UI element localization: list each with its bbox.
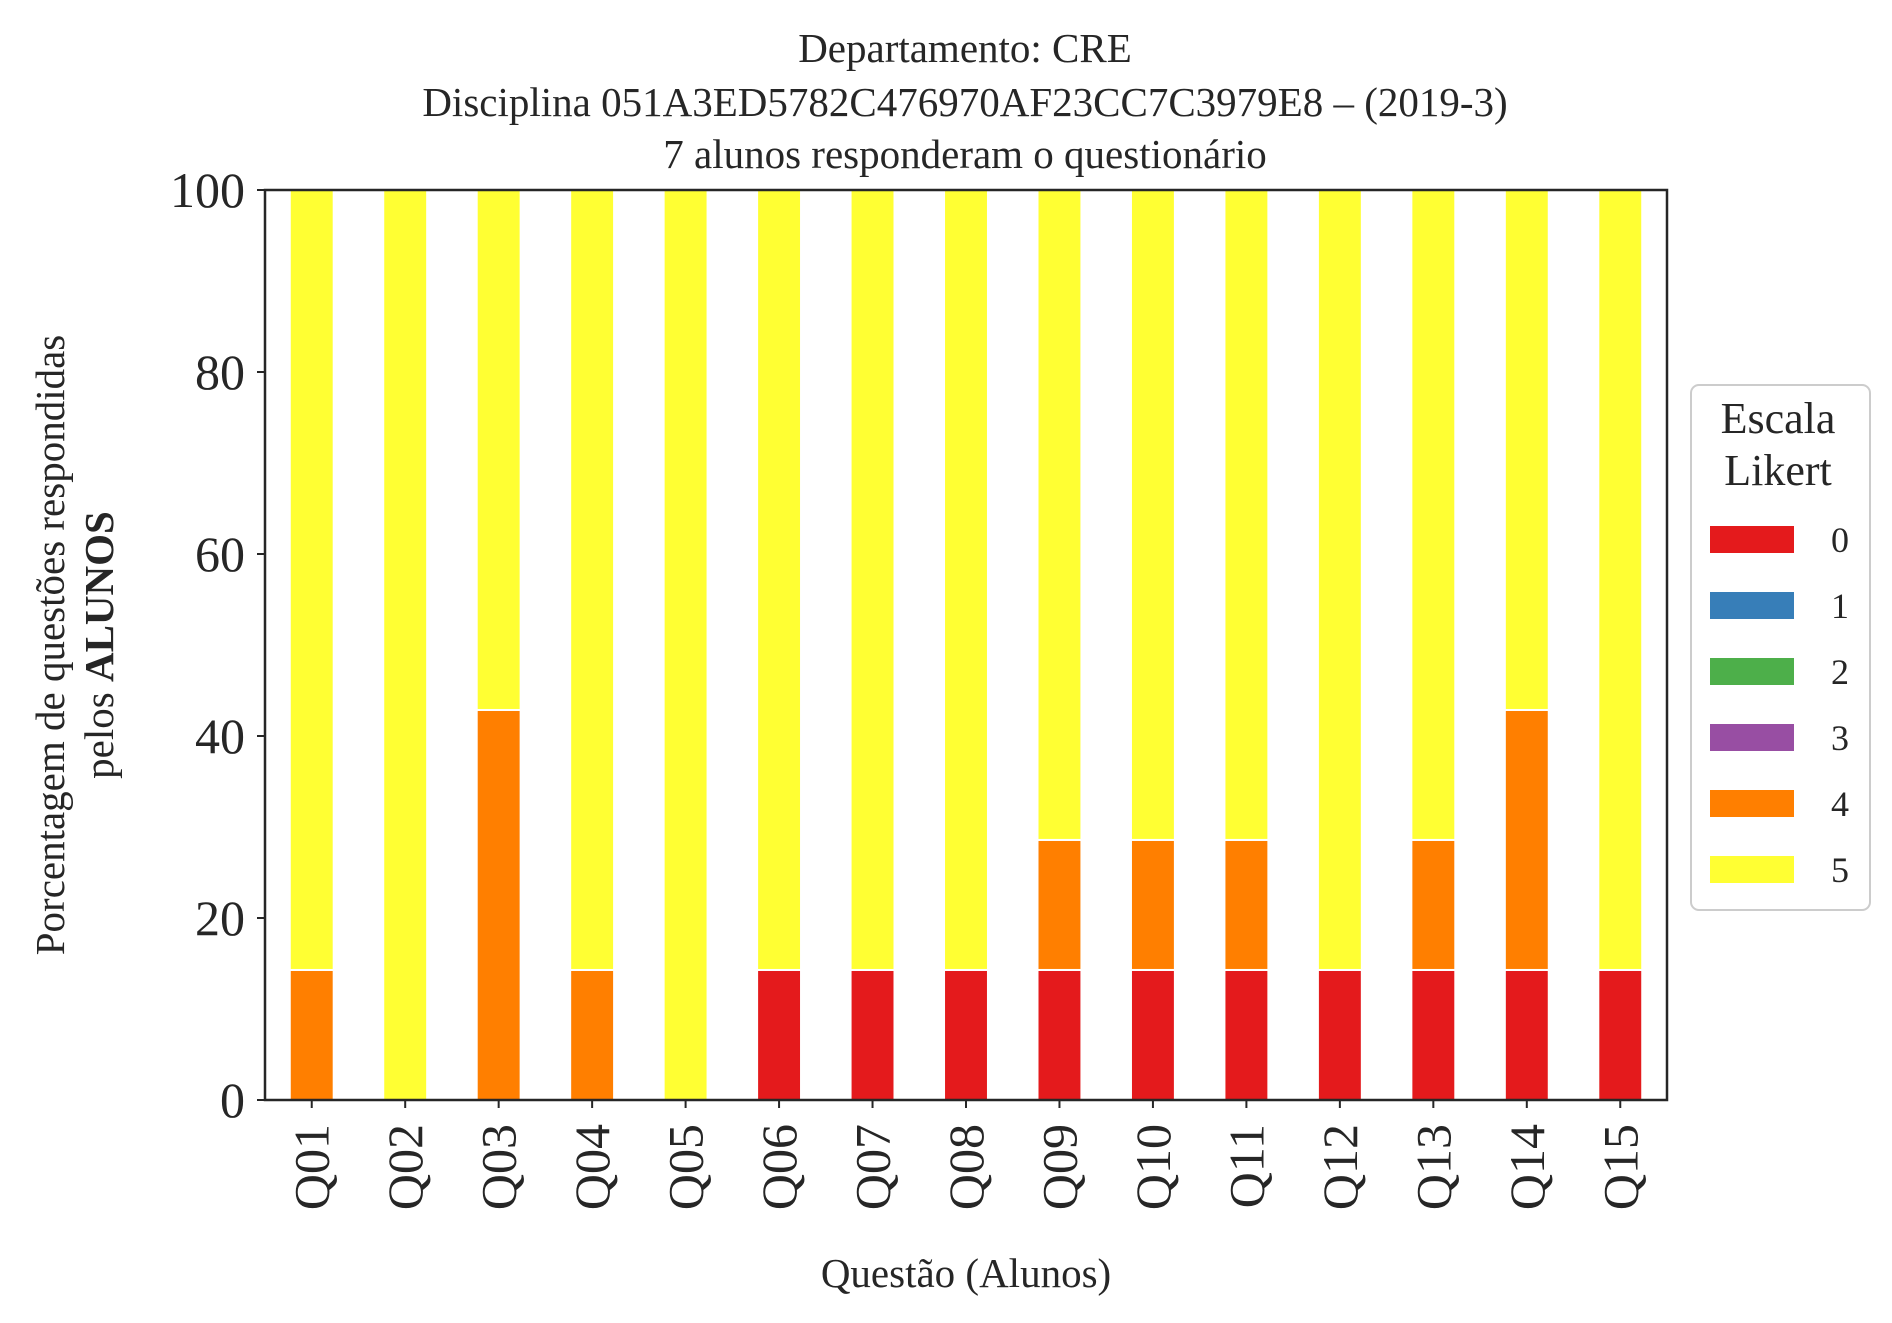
- bar-q02-level-5: [382, 189, 429, 1101]
- bar-q14-level-4: [1503, 708, 1550, 971]
- y-tick-label-60: 60: [195, 526, 245, 582]
- bar-q07-level-5: [849, 189, 896, 971]
- bar-q13-level-0: [1410, 968, 1457, 1101]
- bar-q05-level-5: [662, 189, 709, 1101]
- bar-q14-level-5: [1503, 189, 1550, 711]
- bar-q03-level-4: [475, 708, 522, 1101]
- legend-swatch-2: [1710, 658, 1794, 685]
- bar-q03-level-5: [475, 189, 522, 711]
- chart-title-line-2: Disciplina 051A3ED5782C476970AF23CC7C397…: [422, 79, 1507, 125]
- bar-q14-level-0: [1503, 968, 1550, 1101]
- x-axis-label: Questão (Alunos): [821, 1250, 1111, 1296]
- bar-q11-level-0: [1223, 968, 1270, 1101]
- bar-q15-level-5: [1597, 189, 1644, 971]
- bar-q09-level-0: [1036, 968, 1083, 1101]
- bar-q01-level-4: [288, 968, 335, 1101]
- bar-q06-level-5: [756, 189, 803, 971]
- bar-q12-level-5: [1316, 189, 1363, 971]
- bar-q13-level-5: [1410, 188, 1457, 841]
- x-tick-label-q09: Q09: [1031, 1124, 1087, 1210]
- x-tick-label-q11: Q11: [1218, 1124, 1274, 1208]
- bar-q07-level-0: [849, 968, 896, 1101]
- plot-frame: [263, 188, 1669, 1102]
- bar-q11-level-4: [1223, 838, 1270, 971]
- legend-label-5: 5: [1831, 850, 1849, 890]
- y-tick-label-0: 0: [220, 1072, 245, 1128]
- x-tick-label-q08: Q08: [938, 1124, 994, 1210]
- x-tick-label-q12: Q12: [1312, 1124, 1368, 1210]
- legend-box: [1690, 384, 1871, 911]
- legend-label-0: 0: [1831, 520, 1849, 560]
- x-tick-label-q14: Q14: [1499, 1124, 1555, 1210]
- x-tick-label-q03: Q03: [471, 1124, 527, 1210]
- y-axis-label-line-1: Porcentagem de questões respondidas: [27, 335, 73, 956]
- bar-q15-level-0: [1597, 968, 1644, 1101]
- bar-q04-level-4: [569, 968, 616, 1101]
- x-tick-label-q06: Q06: [751, 1124, 807, 1210]
- bar-q04-level-5: [569, 189, 616, 971]
- y-axis-label-prefix: pelos: [76, 682, 122, 779]
- bar-q10-level-5: [1129, 188, 1176, 841]
- bar-q08-level-5: [943, 189, 989, 971]
- x-tick-label-q04: Q04: [564, 1124, 620, 1210]
- legend-swatch-5: [1710, 856, 1794, 883]
- bar-q09-level-4: [1036, 838, 1083, 971]
- bar-q11-level-5: [1223, 188, 1270, 841]
- x-tick-label-q01: Q01: [284, 1124, 340, 1210]
- bar-q08-level-0: [943, 968, 989, 1101]
- bar-q10-level-0: [1129, 968, 1176, 1101]
- legend: Escala Likert 0 1 2 3 4 5: [1690, 384, 1871, 911]
- chart-title: Departamento: CRE Disciplina 051A3ED5782…: [422, 25, 1507, 177]
- legend-label-1: 1: [1831, 586, 1849, 626]
- x-tick-label-q02: Q02: [377, 1124, 433, 1210]
- x-tick-label-q07: Q07: [845, 1124, 901, 1210]
- legend-entries: 0 1 2 3 4 5: [1710, 520, 1849, 890]
- x-tick-label-q05: Q05: [658, 1124, 714, 1210]
- x-tick-label-q15: Q15: [1592, 1124, 1648, 1210]
- y-tick-label-20: 20: [195, 890, 245, 946]
- legend-title-line-2: Likert: [1724, 446, 1832, 495]
- x-tick-label-q10: Q10: [1125, 1124, 1181, 1210]
- legend-swatch-0: [1710, 526, 1794, 553]
- y-axis-ticks: 0 20 40 60 80 100: [170, 162, 265, 1128]
- x-tick-label-q13: Q13: [1405, 1124, 1461, 1210]
- legend-swatch-1: [1710, 592, 1794, 619]
- chart-title-line-1: Departamento: CRE: [798, 25, 1132, 71]
- bar-q13-level-4: [1410, 838, 1457, 971]
- bar-q10-level-4: [1129, 838, 1176, 971]
- y-tick-label-100: 100: [170, 162, 245, 218]
- y-tick-label-40: 40: [195, 708, 245, 764]
- legend-label-2: 2: [1831, 652, 1849, 692]
- bar-q09-level-5: [1036, 188, 1083, 841]
- y-tick-label-80: 80: [195, 344, 245, 400]
- y-axis-label-line-2: pelos ALUNOS: [76, 511, 122, 779]
- x-axis-ticks: Q01 Q02 Q03 Q04 Q05 Q06 Q07 Q08 Q09 Q10 Q11 Q12 Q13 Q…: [284, 1100, 1648, 1210]
- legend-label-4: 4: [1831, 784, 1849, 824]
- legend-title-line-1: Escala: [1721, 394, 1836, 443]
- bar-q01-level-5: [288, 189, 335, 971]
- bar-q12-level-0: [1316, 968, 1363, 1101]
- legend-swatch-3: [1710, 724, 1794, 751]
- legend-label-3: 3: [1831, 718, 1849, 758]
- bars-layer: [288, 188, 1644, 1101]
- bar-q06-level-0: [756, 968, 803, 1101]
- y-axis-label-bold: ALUNOS: [76, 511, 122, 682]
- legend-swatch-4: [1710, 790, 1794, 817]
- chart-title-line-3: 7 alunos responderam o questionário: [663, 131, 1266, 177]
